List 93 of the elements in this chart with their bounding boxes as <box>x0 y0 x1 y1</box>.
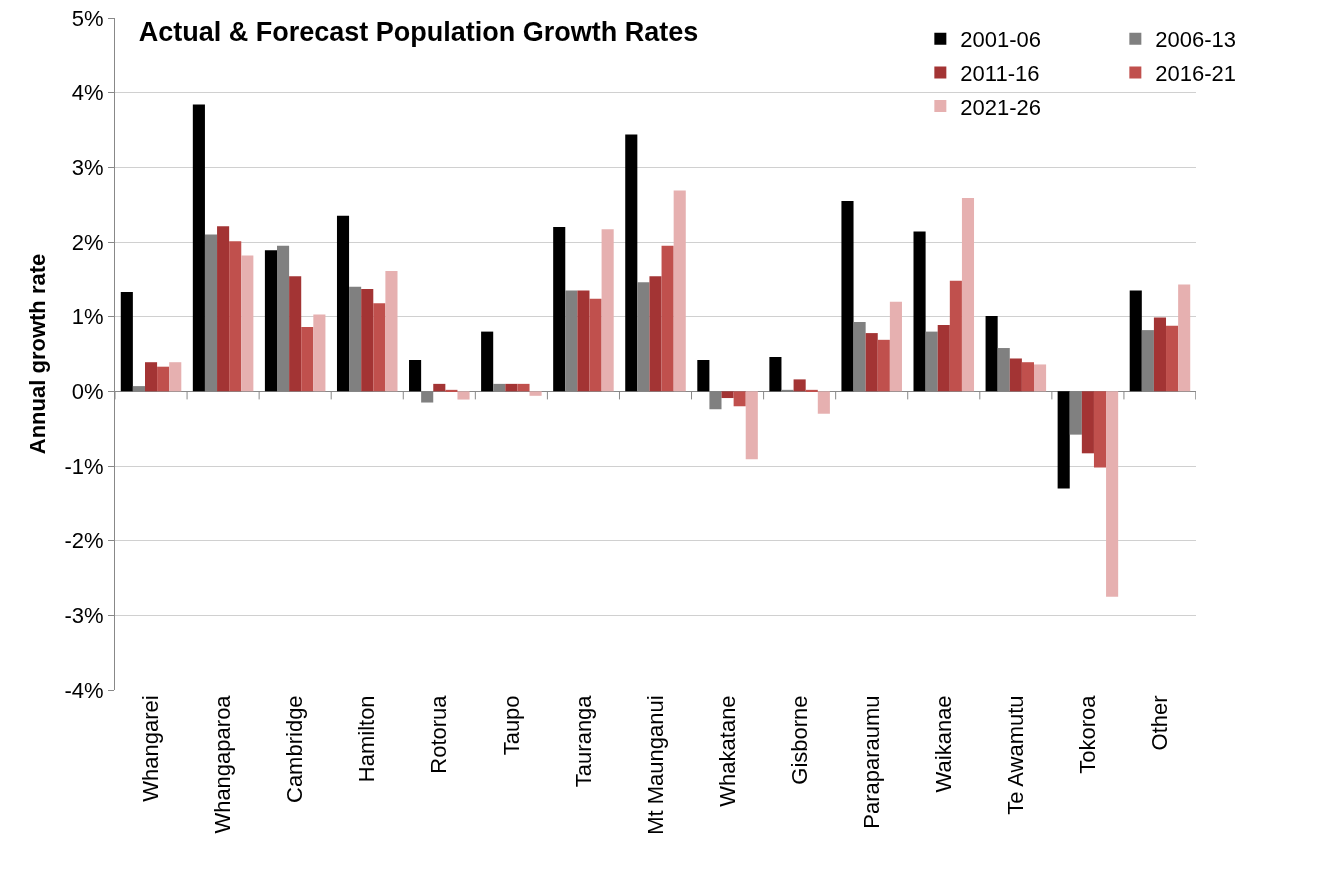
bar <box>313 314 326 392</box>
legend-label: 2021-26 <box>960 94 1042 120</box>
bar <box>1129 290 1142 392</box>
bar <box>877 339 890 392</box>
bar <box>264 250 278 392</box>
x-tick-label: Paraparaumu <box>858 695 884 829</box>
x-tick-label: Te Awamutu <box>1002 695 1028 815</box>
bar <box>361 289 374 392</box>
bar <box>889 301 902 392</box>
bar <box>985 315 998 392</box>
bar <box>1153 317 1167 392</box>
bar <box>841 200 854 392</box>
bar <box>1057 391 1070 489</box>
bar <box>721 391 734 399</box>
y-tick-label: -4% <box>64 677 104 703</box>
x-tick-label: Waikanae <box>930 695 956 793</box>
x-tick-label: Other <box>1147 695 1173 751</box>
bar <box>805 389 818 392</box>
x-tick-label: Cambridge <box>282 695 308 804</box>
bar <box>445 389 458 392</box>
y-tick-label: 4% <box>71 80 104 106</box>
bar <box>289 276 302 392</box>
bar <box>553 227 566 392</box>
bar <box>409 359 422 392</box>
bar <box>961 197 975 392</box>
legend-label: 2001-06 <box>960 27 1042 53</box>
bar <box>733 391 746 407</box>
y-tick-label: 3% <box>71 155 104 181</box>
bar <box>949 280 962 392</box>
bar <box>157 366 170 392</box>
bar <box>481 331 494 392</box>
y-tick-label: 5% <box>71 5 104 31</box>
bar <box>1106 391 1119 597</box>
bar <box>1009 358 1022 392</box>
bar <box>457 391 470 400</box>
bar <box>913 231 926 392</box>
bar <box>301 327 314 392</box>
bar <box>1033 364 1047 392</box>
y-tick-label: 1% <box>71 304 104 330</box>
bar <box>661 245 674 392</box>
bar <box>865 333 878 392</box>
bar <box>673 190 686 392</box>
bar <box>697 359 710 392</box>
x-tick-label: Taupo <box>498 695 524 756</box>
bar <box>169 362 182 392</box>
y-tick-label: 0% <box>71 379 104 405</box>
x-tick-label: Hamilton <box>354 695 380 783</box>
bar <box>385 271 398 392</box>
bar <box>433 383 446 392</box>
bar <box>336 215 350 392</box>
x-tick-label: Whangarei <box>138 695 164 802</box>
bar <box>649 276 662 392</box>
bar <box>120 292 133 392</box>
bar <box>192 104 205 392</box>
bar <box>601 229 614 392</box>
x-tick-label: Whakatane <box>714 695 740 807</box>
bar <box>373 303 386 392</box>
bar <box>517 383 530 392</box>
bar <box>793 379 806 392</box>
bar <box>937 324 950 392</box>
bar <box>1178 284 1191 392</box>
x-tick-label: Gisborne <box>786 695 812 785</box>
bar <box>229 241 242 392</box>
y-tick-label: -1% <box>64 453 104 479</box>
y-axis-title: Annual growth rate <box>25 253 51 455</box>
bar <box>1069 391 1082 435</box>
x-tick-label: Tauranga <box>570 694 596 788</box>
bar <box>817 391 830 414</box>
y-tick-label: -2% <box>64 528 104 554</box>
y-tick-label: -3% <box>64 603 104 629</box>
bar <box>144 362 158 392</box>
bar <box>1021 362 1034 392</box>
bar <box>529 391 542 396</box>
bar <box>625 134 638 392</box>
bar <box>217 226 230 392</box>
x-tick-label: Tokoroa <box>1075 694 1101 774</box>
x-tick-label: Rotorua <box>426 694 452 774</box>
x-tick-label: Whangaparoa <box>210 694 236 834</box>
bar <box>589 298 602 392</box>
x-tick-label: Mt Maunganui <box>642 695 668 835</box>
bar <box>577 290 590 392</box>
y-tick-label: 2% <box>71 229 104 255</box>
bar <box>769 356 782 392</box>
bar <box>745 391 758 460</box>
chart-title: Actual & Forecast Population Growth Rates <box>138 17 699 48</box>
legend-label: 2006-13 <box>1155 27 1237 53</box>
bar <box>1093 391 1107 468</box>
bar <box>1166 325 1179 392</box>
legend-label: 2016-21 <box>1155 60 1237 86</box>
bar <box>505 383 518 392</box>
bar <box>1081 391 1094 454</box>
legend-label: 2011-16 <box>960 60 1040 86</box>
bar <box>241 255 254 392</box>
